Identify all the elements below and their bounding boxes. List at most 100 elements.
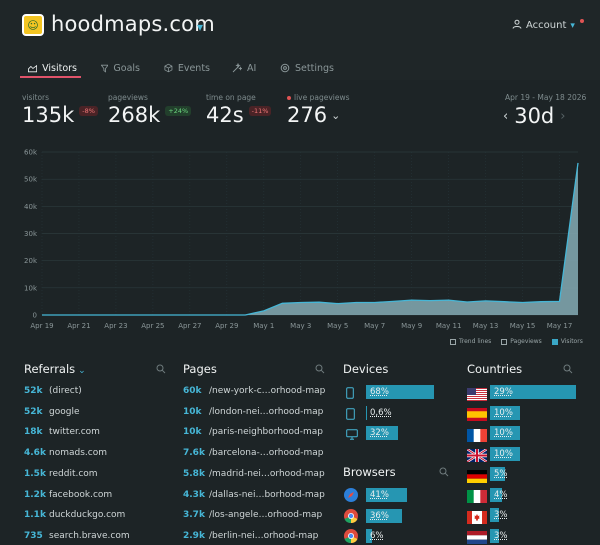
y-tick-label: 60k [24, 149, 38, 157]
share-bar [490, 508, 499, 522]
share-label: 68% [370, 387, 389, 397]
site-logo-icon[interactable]: ☺ [22, 14, 44, 36]
countries-row[interactable]: 3% [490, 508, 576, 522]
pages-row[interactable]: 10k/paris-neighborhood-map [183, 427, 323, 437]
row-label: duckduckgo.com [49, 510, 126, 521]
account-menu[interactable]: Account ▾ [512, 19, 575, 32]
nav-tabs: Visitors Goals Events AI Settings [20, 60, 344, 76]
devices-row[interactable]: 68% [366, 385, 466, 399]
stat-value: 268k [108, 103, 161, 127]
row-value: 52k [24, 406, 43, 417]
row-label: reddit.com [49, 468, 98, 479]
site-switch-chevron-icon[interactable]: ▾ [197, 20, 204, 34]
legend-visitors[interactable]: Visitors [551, 338, 583, 345]
countries-row[interactable]: 5% [490, 467, 576, 481]
previous-period-icon[interactable]: ‹ [503, 108, 509, 124]
us-flag-icon [467, 386, 487, 405]
stat-pageviews[interactable]: pageviews 268k +24% [108, 93, 192, 127]
pages-row[interactable]: 5.8k/madrid-nei…orhood-map [183, 469, 325, 479]
browsers-row[interactable]: 6% [366, 529, 466, 543]
pages-row[interactable]: 4.3k/dallas-nei…borhood-map [183, 490, 325, 500]
visitors-chart[interactable]: 0 10k 20k 30k 40k 50k 60k Apr 19 Apr 21 Apr 23 Ap… [0, 140, 600, 340]
referrals-row[interactable]: 52k (direct) [24, 386, 82, 396]
tab-visitors[interactable]: Visitors [20, 60, 81, 76]
tab-ai[interactable]: AI [214, 60, 264, 76]
france-flag-icon [467, 427, 487, 446]
stat-live-pageviews[interactable]: live pageviews 276 ⌄ [287, 93, 350, 127]
y-tick-label: 50k [24, 176, 38, 184]
chrome-icon [343, 528, 359, 545]
search-icon[interactable] [315, 364, 325, 374]
share-label: 4% [494, 489, 508, 500]
pages-row[interactable]: 2.9k/berlin-nei…orhood-map [183, 531, 318, 541]
chevron-down-icon: ▾ [570, 20, 575, 31]
countries-row[interactable]: 3% [490, 528, 576, 543]
share-label: 10% [494, 407, 513, 418]
tab-goals[interactable]: Goals [81, 60, 144, 76]
referrals-row[interactable]: 18k twitter.com [24, 427, 100, 437]
row-label: /dallas-nei…borhood-map [209, 489, 325, 500]
date-range: Apr 19 - May 18 2026 [505, 93, 587, 102]
devices-row[interactable]: 0,6% [366, 405, 466, 420]
period-selector[interactable]: ‹ 30d › [503, 104, 565, 128]
stat-time-on-page[interactable]: time on page 42s -11% [206, 93, 272, 127]
user-icon [512, 19, 522, 32]
browsers-row[interactable]: 36% [366, 508, 466, 523]
tab-events[interactable]: Events [144, 60, 214, 76]
countries-row[interactable]: 10% [490, 405, 576, 420]
referrals-row[interactable]: 4.6k nomads.com [24, 448, 107, 458]
chrome-icon [343, 508, 359, 528]
notification-dot [580, 19, 584, 23]
referrals-title[interactable]: Referrals ⌄ [24, 362, 86, 376]
stat-visitors[interactable]: visitors 135k -8% [22, 93, 98, 127]
referrals-row[interactable]: 735 search.brave.com [24, 531, 130, 541]
row-label: /london-nei…orhood-map [209, 406, 324, 417]
pages-title: Pages [183, 362, 217, 376]
stat-value: 276 [287, 103, 328, 127]
cube-icon [164, 63, 173, 73]
referrals-row[interactable]: 1.1k duckduckgo.com [24, 510, 125, 520]
row-value: 52k [24, 386, 43, 396]
countries-row[interactable]: 4% [490, 487, 576, 502]
share-bar [490, 467, 505, 481]
referrals-row[interactable]: 52k google [24, 407, 79, 417]
change-badge: +24% [165, 106, 192, 116]
pages-row[interactable]: 10k/london-nei…orhood-map [183, 407, 323, 417]
legend-pageviews[interactable]: Pageviews [501, 338, 542, 345]
x-tick-label: May 9 [401, 322, 422, 330]
search-icon[interactable] [439, 467, 449, 477]
row-label: /barcelona-…orhood-map [209, 448, 324, 459]
row-label: (direct) [49, 386, 82, 396]
next-period-icon[interactable]: › [560, 108, 566, 124]
devices-title: Devices [343, 362, 389, 376]
browsers-row[interactable]: 41% [366, 488, 466, 502]
site-name[interactable]: hoodmaps.com [51, 12, 215, 36]
countries-row[interactable]: 29% [490, 385, 576, 399]
share-label: 41% [370, 490, 389, 500]
funnel-icon [101, 64, 109, 73]
pages-row[interactable]: 60k/new-york-c…orhood-map [183, 386, 325, 396]
pages-row[interactable]: 3.7k/los-angele…orhood-map [183, 510, 322, 520]
pages-row[interactable]: 7.6k/barcelona-…orhood-map [183, 448, 323, 458]
active-tab-indicator [20, 76, 81, 78]
legend-trend-lines[interactable]: Trend lines [450, 338, 491, 345]
italy-flag-icon [467, 488, 487, 507]
countries-row[interactable]: 10% [490, 426, 576, 440]
tab-label: Events [177, 62, 210, 74]
change-badge: -11% [248, 106, 272, 116]
search-icon[interactable] [156, 364, 166, 374]
change-badge: -8% [79, 106, 98, 116]
period-value: 30d [514, 104, 555, 128]
countries-row[interactable]: 10% [490, 446, 576, 461]
referrals-row[interactable]: 1.2k facebook.com [24, 490, 112, 500]
tab-label: Goals [113, 62, 140, 74]
tab-settings[interactable]: Settings [264, 60, 344, 76]
x-tick-label: Apr 25 [141, 322, 164, 330]
stat-label: live pageviews [294, 93, 350, 102]
magic-wand-icon [232, 63, 242, 73]
tablet-icon [346, 405, 355, 424]
desktop-icon [346, 425, 358, 444]
search-icon[interactable] [563, 364, 573, 374]
referrals-row[interactable]: 1.5k reddit.com [24, 469, 98, 479]
devices-row[interactable]: 32% [366, 426, 466, 440]
